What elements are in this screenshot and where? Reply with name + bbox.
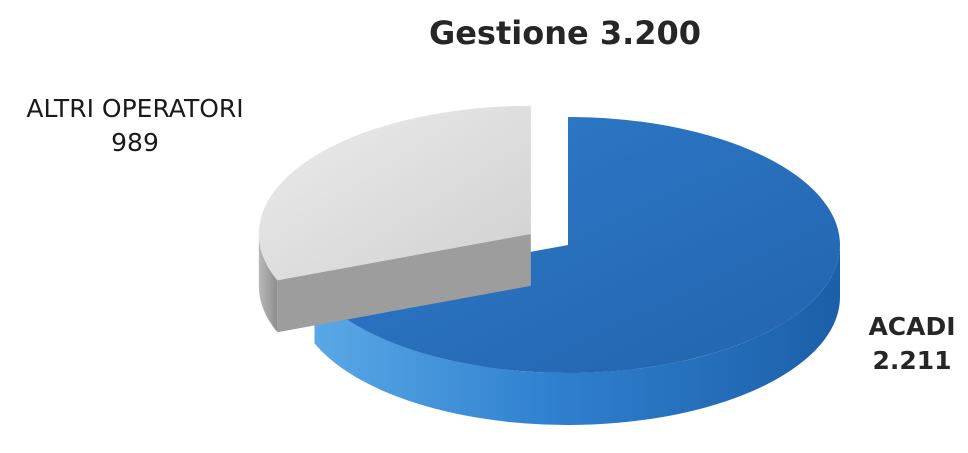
pie-slice-acadi <box>314 117 840 374</box>
slice-label-value: 2.211 <box>872 346 952 375</box>
slice-label-name: ALTRI OPERATORI <box>26 94 244 123</box>
slice-label-altri-operatori: ALTRI OPERATORI 989 <box>10 92 260 160</box>
chart-title: Gestione 3.200 <box>428 14 702 52</box>
pie-slice-side-altri-operatori <box>258 233 278 333</box>
slice-label-name: ACADI <box>868 312 956 341</box>
pie-slice-side-acadi <box>314 245 840 426</box>
slice-label-acadi: ACADI 2.211 <box>856 310 968 378</box>
pie-slice-altri-operatori <box>258 105 531 281</box>
slice-label-value: 989 <box>111 128 159 157</box>
pie-slice-cut-face-altri-operatori <box>277 233 531 333</box>
